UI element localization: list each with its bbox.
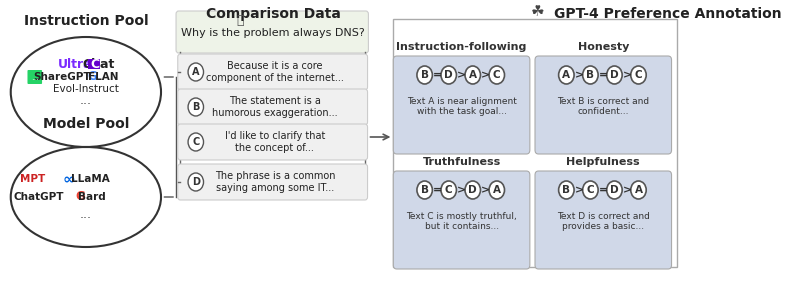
- Circle shape: [559, 181, 574, 199]
- FancyBboxPatch shape: [178, 89, 368, 125]
- Text: ⌖: ⌖: [237, 14, 245, 28]
- Text: Honesty: Honesty: [577, 42, 629, 52]
- Text: B: B: [587, 70, 595, 80]
- Text: C: C: [192, 137, 199, 147]
- Text: ChatGPT: ChatGPT: [13, 192, 64, 202]
- Text: D: D: [192, 177, 200, 187]
- Text: >: >: [622, 70, 632, 80]
- Text: =: =: [433, 70, 442, 80]
- Text: A: A: [192, 67, 199, 77]
- Text: >: >: [622, 185, 632, 195]
- Circle shape: [465, 181, 480, 199]
- Circle shape: [630, 66, 646, 84]
- Text: C: C: [634, 70, 642, 80]
- Text: C: C: [493, 70, 500, 80]
- Text: B: B: [421, 185, 429, 195]
- Text: C: C: [445, 185, 453, 195]
- Text: Bard: Bard: [78, 192, 106, 202]
- Text: A: A: [493, 185, 501, 195]
- Circle shape: [607, 66, 622, 84]
- Circle shape: [417, 181, 433, 199]
- Text: >: >: [481, 185, 490, 195]
- Circle shape: [583, 181, 598, 199]
- Text: ...: ...: [31, 72, 39, 81]
- Circle shape: [607, 181, 622, 199]
- Text: GPT-4 Preference Annotation: GPT-4 Preference Annotation: [554, 7, 781, 21]
- Text: Text B is correct and
confident...: Text B is correct and confident...: [557, 97, 649, 116]
- Circle shape: [583, 66, 598, 84]
- Text: I'd like to clarify that
the concept of...: I'd like to clarify that the concept of.…: [225, 131, 325, 153]
- Text: G: G: [75, 191, 85, 204]
- Text: ShareGPT: ShareGPT: [33, 72, 91, 82]
- Text: A: A: [562, 70, 570, 80]
- Text: ☘: ☘: [530, 4, 545, 19]
- Text: The statement is a
humorous exaggeration...: The statement is a humorous exaggeration…: [212, 96, 337, 118]
- FancyBboxPatch shape: [393, 171, 530, 269]
- Text: D: D: [610, 70, 619, 80]
- FancyBboxPatch shape: [535, 56, 672, 154]
- Text: Ultra: Ultra: [57, 58, 92, 70]
- FancyBboxPatch shape: [393, 19, 676, 267]
- Text: Text C is mostly truthful,
but it contains...: Text C is mostly truthful, but it contai…: [407, 212, 517, 232]
- FancyBboxPatch shape: [535, 171, 672, 269]
- Text: >: >: [457, 70, 466, 80]
- Text: >: >: [457, 185, 466, 195]
- Text: LLaMA: LLaMA: [71, 174, 110, 184]
- Text: ∞: ∞: [62, 171, 75, 186]
- Text: >: >: [481, 70, 490, 80]
- Text: Model Pool: Model Pool: [43, 117, 129, 131]
- Text: Text D is correct and
provides a basic...: Text D is correct and provides a basic..…: [557, 212, 649, 232]
- Circle shape: [465, 66, 480, 84]
- FancyBboxPatch shape: [178, 124, 368, 160]
- Text: FLAN: FLAN: [88, 72, 118, 82]
- Text: =: =: [433, 185, 442, 195]
- Circle shape: [630, 181, 646, 199]
- Text: C: C: [587, 185, 594, 195]
- FancyBboxPatch shape: [393, 56, 530, 154]
- Text: Helpfulness: Helpfulness: [566, 157, 640, 167]
- Text: B: B: [421, 70, 429, 80]
- Circle shape: [188, 98, 203, 116]
- Circle shape: [188, 133, 203, 151]
- Circle shape: [489, 181, 504, 199]
- Circle shape: [559, 66, 574, 84]
- Text: A: A: [468, 70, 476, 80]
- Circle shape: [441, 181, 457, 199]
- Text: C: C: [90, 58, 99, 70]
- Text: G: G: [87, 70, 97, 83]
- Text: Truthfulness: Truthfulness: [422, 157, 501, 167]
- Text: Because it is a core
component of the internet...: Because it is a core component of the in…: [206, 61, 344, 83]
- Text: D: D: [468, 185, 477, 195]
- Text: The phrase is a common
saying among some IT...: The phrase is a common saying among some…: [214, 171, 335, 193]
- Text: ...: ...: [80, 208, 92, 221]
- Text: Instruction-following: Instruction-following: [396, 42, 526, 52]
- Circle shape: [188, 63, 203, 81]
- Text: Evol-Instruct: Evol-Instruct: [53, 84, 119, 94]
- Circle shape: [188, 173, 203, 191]
- Text: A: A: [634, 185, 642, 195]
- FancyBboxPatch shape: [28, 70, 42, 84]
- Text: ...: ...: [80, 94, 92, 107]
- Text: >: >: [575, 185, 584, 195]
- Text: Instruction Pool: Instruction Pool: [24, 14, 148, 28]
- Text: Chat: Chat: [83, 58, 115, 70]
- Circle shape: [441, 66, 457, 84]
- FancyBboxPatch shape: [88, 59, 101, 69]
- Text: =: =: [599, 185, 608, 195]
- Circle shape: [417, 66, 433, 84]
- FancyBboxPatch shape: [178, 54, 368, 90]
- Text: Comparison Data: Comparison Data: [206, 7, 341, 21]
- Text: B: B: [192, 102, 199, 112]
- Circle shape: [489, 66, 504, 84]
- FancyBboxPatch shape: [176, 11, 368, 53]
- Text: Text A is near alignment
with the task goal...: Text A is near alignment with the task g…: [407, 97, 517, 116]
- Text: Why is the problem always DNS?: Why is the problem always DNS?: [181, 28, 365, 38]
- Text: D: D: [445, 70, 453, 80]
- Text: MPT: MPT: [20, 174, 45, 184]
- FancyBboxPatch shape: [178, 164, 368, 200]
- Text: D: D: [610, 185, 619, 195]
- Text: B: B: [562, 185, 570, 195]
- Text: =: =: [599, 70, 608, 80]
- Text: >: >: [575, 70, 584, 80]
